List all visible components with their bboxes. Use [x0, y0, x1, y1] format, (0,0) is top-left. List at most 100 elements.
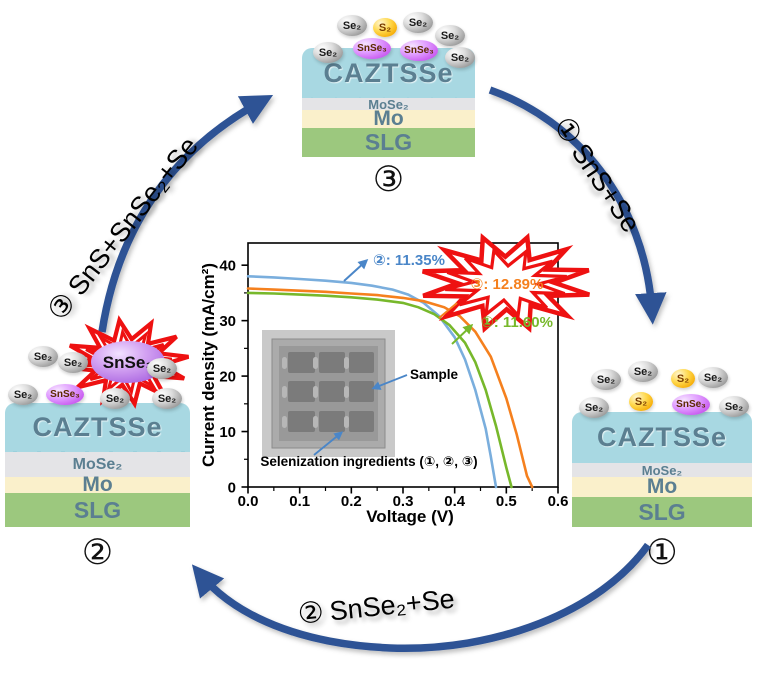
particle-se2-icon: Se₂: [337, 15, 367, 36]
layer-mose2: MoSe₂: [572, 463, 752, 478]
particle-label: Se₂: [440, 29, 460, 42]
y-axis-label: Current density (mA/cm²): [199, 263, 218, 467]
cycle-arrow-step3: [98, 94, 274, 333]
snse3-burst-ellipse: [91, 341, 165, 383]
stack-number: ②: [81, 533, 114, 572]
annotation-arrows: [343, 258, 474, 345]
particle-se2-icon: Se₂: [28, 346, 58, 367]
jv-curve-①: [246, 291, 513, 489]
svg-text:40: 40: [219, 258, 236, 275]
step2-number: ②: [296, 596, 326, 631]
particle-label: SnSe₃: [676, 399, 706, 410]
svg-text:30: 30: [219, 313, 236, 330]
svg-text:0.1: 0.1: [289, 493, 310, 510]
particle-snse3-icon: SnSe₃: [400, 40, 438, 61]
particle-label: Se₂: [408, 16, 428, 29]
particle-label: S₂: [634, 395, 648, 408]
layer-slg: SLG: [572, 497, 752, 527]
layer-mo: Mo: [5, 473, 190, 496]
particle-label: SnSe₃: [404, 45, 434, 56]
particle-label: Se₂: [105, 392, 125, 405]
particle-snse3-icon: SnSe₃: [672, 394, 710, 415]
axis-ticks: 0.0 0.1 0.2 0.3 0.4 0.5 0.6 0 10 20 30 40: [219, 258, 568, 510]
particle-se2-icon: Se₂: [579, 397, 609, 418]
jv-curve-③: [246, 287, 534, 489]
svg-text:0.3: 0.3: [393, 493, 414, 510]
jv-curves: [246, 275, 534, 489]
particle-label: S₂: [676, 372, 690, 385]
particle-label: Se₂: [157, 392, 177, 405]
particle-snse3-icon: SnSe₃: [353, 38, 391, 59]
x-axis-label: Voltage (V): [366, 507, 454, 526]
svg-text:20: 20: [219, 369, 236, 386]
particle-label: SnSe₃: [50, 389, 80, 400]
svg-text:0: 0: [228, 480, 236, 497]
device-stack-2: Se₂ Se₂ Se₂ Se₂ SnSe₃ Se₂ Se₂ CAZTSSe Mo…: [5, 340, 190, 580]
snse3-burst-label: SnSe₃: [103, 353, 153, 372]
particle-label: Se₂: [13, 388, 33, 401]
particle-label: Se₂: [633, 365, 653, 378]
stack-number: ③: [372, 160, 405, 199]
particle-se2-icon: Se₂: [445, 47, 475, 68]
svg-text:10: 10: [219, 424, 236, 441]
layer-mose2: MoSe₂: [302, 97, 475, 112]
particle-snse3-icon: SnSe₃: [46, 384, 84, 405]
particle-label: Se₂: [584, 401, 604, 414]
particle-se2-icon: Se₂: [698, 367, 728, 388]
layer-slg: SLG: [5, 493, 190, 527]
particle-se2-icon: Se₂: [719, 396, 749, 417]
stack-number: ①: [646, 533, 678, 572]
particle-label: Se₂: [724, 400, 744, 413]
sample-inset: Sample Selenization ingredients (①, ②, ③…: [260, 330, 478, 469]
particle-se2-icon: Se₂: [403, 12, 433, 33]
particle-s2-icon: S₂: [671, 369, 695, 388]
efficiency-label-③: ③: 12.89%: [471, 276, 544, 293]
particle-label: Se₂: [596, 373, 616, 386]
sample-label: Sample: [410, 367, 459, 382]
particle-label: Se₂: [342, 19, 362, 32]
efficiency-annotations: ②: 11.35% ①: 11.60% ③: 12.89%: [373, 252, 553, 331]
layer-caztsse: CAZTSSe: [5, 403, 190, 452]
svg-text:0.6: 0.6: [548, 493, 569, 510]
layer-slg: SLG: [302, 128, 475, 157]
cycle-arrow-step1: [488, 86, 667, 325]
particle-se2-icon: Se₂: [152, 388, 182, 409]
particle-s2-icon: S₂: [629, 392, 653, 411]
svg-text:0.5: 0.5: [496, 493, 517, 510]
device-stack-3: Se₂ S₂ Se₂ Se₂ Se₂ SnSe₃ SnSe₃ Se₂ CAZTS…: [302, 5, 475, 200]
svg-text:0.4: 0.4: [444, 493, 466, 510]
particle-label: Se₂: [33, 350, 53, 363]
cycle-arrow-step2: [191, 542, 652, 653]
efficiency-label-①: ①: 11.60%: [481, 314, 553, 331]
particle-se2-icon: Se₂: [147, 358, 177, 379]
sample-pointer-arrow: [371, 374, 408, 390]
efficiency-burst-icon: [421, 232, 591, 334]
particle-label: Se₂: [318, 46, 338, 59]
particle-se2-icon: Se₂: [313, 42, 343, 63]
layer-caztsse: CAZTSSe: [572, 412, 752, 463]
particle-label: SnSe₃: [357, 43, 387, 54]
particle-label: Se₂: [63, 356, 83, 369]
layer-mose2: MoSe₂: [5, 452, 190, 477]
particle-se2-icon: Se₂: [628, 361, 658, 382]
particle-se2-icon: Se₂: [58, 352, 88, 373]
particle-s2-icon: S₂: [373, 18, 397, 37]
device-stack-1: Se₂ Se₂ S₂ Se₂ Se₂ S₂ SnSe₃ Se₂ CAZTSSe …: [572, 355, 752, 572]
svg-text:0.2: 0.2: [341, 493, 362, 510]
particle-se2-icon: Se₂: [591, 369, 621, 390]
ingredients-pointer-arrow: [313, 431, 344, 456]
efficiency-label-②: ②: 11.35%: [373, 252, 445, 269]
particle-se2-icon: Se₂: [100, 388, 130, 409]
particle-label: Se₂: [450, 51, 470, 64]
svg-text:0.0: 0.0: [238, 493, 259, 510]
particle-se2-icon: Se₂: [435, 25, 465, 46]
particle-label: Se₂: [703, 371, 723, 384]
particle-se2-icon: Se₂: [8, 384, 38, 405]
layer-mo: Mo: [572, 475, 752, 498]
particle-label: S₂: [378, 21, 392, 34]
inset-caption: Selenization ingredients (①, ②, ③): [260, 454, 477, 469]
layer-mo: Mo: [302, 107, 475, 130]
